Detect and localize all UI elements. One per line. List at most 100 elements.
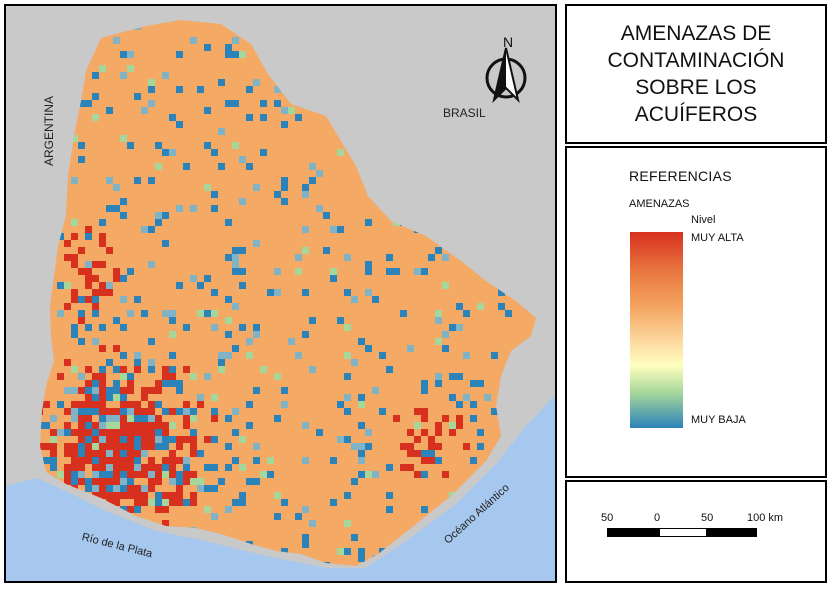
threat-cell — [519, 44, 526, 51]
threat-map[interactable] — [6, 6, 557, 583]
threat-cell — [442, 254, 449, 261]
threat-cell — [295, 65, 302, 72]
threat-cell — [386, 254, 393, 261]
threat-cell — [85, 436, 92, 443]
threat-cell — [267, 289, 274, 296]
legend-color-ramp — [630, 232, 683, 428]
threat-cell — [106, 394, 113, 401]
threat-cell — [477, 443, 484, 450]
threat-cell — [232, 457, 239, 464]
threat-cell — [505, 114, 512, 121]
threat-cell — [120, 443, 127, 450]
threat-cell — [99, 65, 106, 72]
threat-cell — [71, 366, 78, 373]
threat-cell — [120, 296, 127, 303]
threat-cell — [337, 149, 344, 156]
threat-cell — [141, 436, 148, 443]
threat-cell — [519, 30, 526, 37]
threat-cell — [372, 387, 379, 394]
threat-cell — [127, 268, 134, 275]
threat-cell — [400, 464, 407, 471]
threat-cell — [71, 408, 78, 415]
threat-cell — [169, 149, 176, 156]
threat-cell — [225, 415, 232, 422]
threat-cell — [204, 184, 211, 191]
threat-cell — [99, 282, 106, 289]
threat-cell — [421, 268, 428, 275]
scale-label-50-left: 50 — [601, 512, 614, 524]
threat-cell — [120, 135, 127, 142]
threat-cell — [351, 135, 358, 142]
threat-cell — [456, 240, 463, 247]
threat-cell — [372, 72, 379, 79]
threat-cell — [92, 261, 99, 268]
threat-cell — [218, 478, 225, 485]
threat-cell — [85, 268, 92, 275]
threat-cell — [85, 429, 92, 436]
threat-cell — [113, 387, 120, 394]
threat-cell — [85, 380, 92, 387]
threat-cell — [337, 436, 344, 443]
threat-cell — [442, 65, 449, 72]
threat-cell — [302, 191, 309, 198]
threat-cell — [449, 429, 456, 436]
threat-cell — [85, 282, 92, 289]
threat-cell — [393, 219, 400, 226]
scale-segment-1 — [607, 528, 659, 537]
threat-cell — [232, 345, 239, 352]
threat-cell — [351, 478, 358, 485]
water-body — [6, 395, 555, 581]
threat-cell — [141, 408, 148, 415]
threat-cell — [43, 254, 50, 261]
threat-cell — [232, 261, 239, 268]
threat-cell — [225, 331, 232, 338]
threat-cell — [127, 387, 134, 394]
threat-cell — [106, 282, 113, 289]
threat-cell — [78, 450, 85, 457]
threat-cell — [309, 163, 316, 170]
threat-cell — [386, 268, 393, 275]
threat-cell — [232, 499, 239, 506]
threat-cell — [71, 471, 78, 478]
threat-cell — [106, 443, 113, 450]
threat-cell — [414, 422, 421, 429]
threat-cell — [267, 471, 274, 478]
map-frame[interactable]: N BRASIL ARGENTINA Río de la Plata Océan… — [4, 4, 557, 583]
threat-cell — [162, 212, 169, 219]
threat-cell — [120, 198, 127, 205]
threat-cell — [281, 499, 288, 506]
threat-cell — [148, 86, 155, 93]
threat-cell — [71, 219, 78, 226]
threat-cell — [211, 464, 218, 471]
threat-cell — [428, 450, 435, 457]
threat-cell — [113, 464, 120, 471]
threat-cell — [197, 282, 204, 289]
threat-cell — [78, 457, 85, 464]
threat-cell — [127, 506, 134, 513]
threat-cell — [540, 86, 547, 93]
threat-cell — [435, 443, 442, 450]
threat-cell — [71, 457, 78, 464]
threat-cell — [323, 247, 330, 254]
threat-cell — [183, 408, 190, 415]
threat-cell — [281, 177, 288, 184]
threat-cell — [127, 457, 134, 464]
threat-cell — [92, 471, 99, 478]
threat-cell — [414, 142, 421, 149]
threat-cell — [113, 457, 120, 464]
threat-cell — [407, 429, 414, 436]
threat-cell — [43, 443, 50, 450]
threat-cell — [141, 443, 148, 450]
threat-cell — [302, 331, 309, 338]
threat-cell — [57, 121, 64, 128]
threat-cell — [155, 492, 162, 499]
threat-cell — [99, 219, 106, 226]
threat-cell — [127, 471, 134, 478]
threat-cell — [78, 156, 85, 163]
threat-cell — [393, 205, 400, 212]
threat-cell — [71, 324, 78, 331]
threat-cell — [113, 436, 120, 443]
threat-cell — [344, 373, 351, 380]
threat-cell — [400, 44, 407, 51]
threat-cell — [470, 401, 477, 408]
